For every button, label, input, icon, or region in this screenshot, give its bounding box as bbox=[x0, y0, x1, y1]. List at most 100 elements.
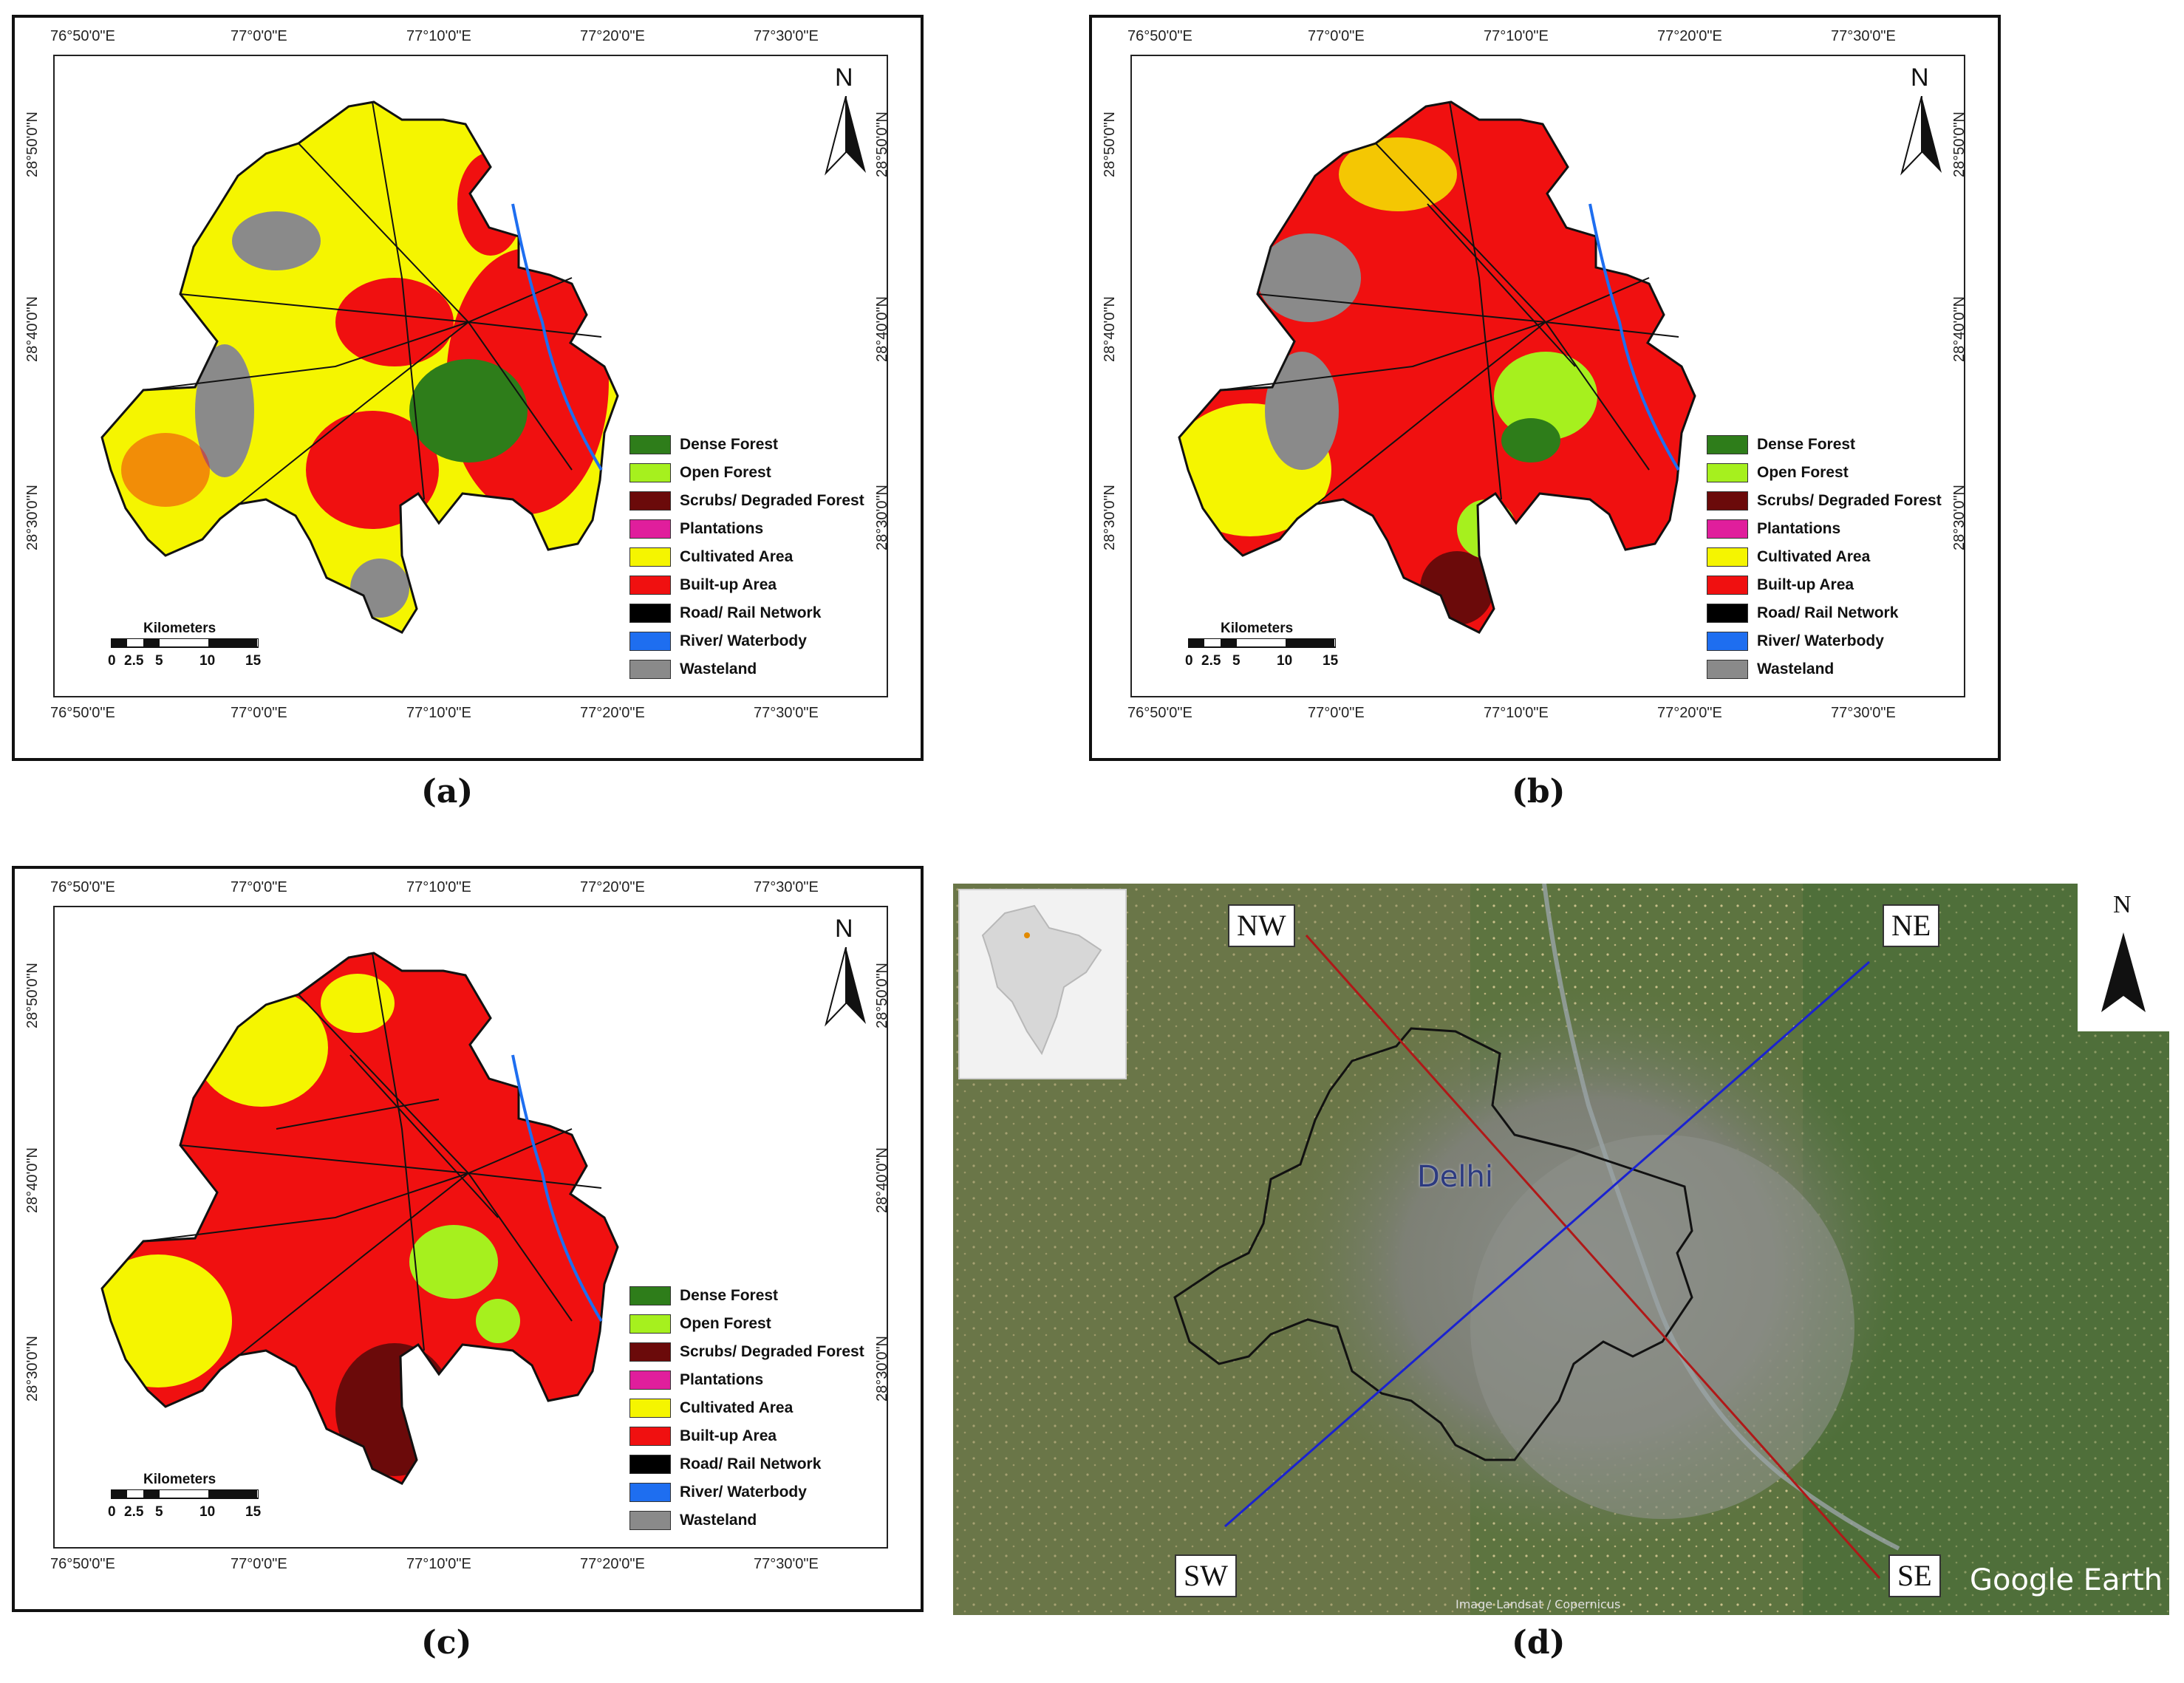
map-panel-b: 76°50'0"E 77°0'0"E 77°10'0"E 77°20'0"E 7… bbox=[1089, 15, 2001, 761]
lon-tick-bottom: 77°30'0"E bbox=[1831, 705, 1896, 721]
legend-swatch bbox=[629, 1370, 671, 1390]
legend: Dense Forest Open Forest Scrubs/ Degrade… bbox=[629, 433, 864, 681]
legend-swatch bbox=[1707, 604, 1748, 623]
scale-tick: 5 bbox=[1232, 653, 1241, 669]
lon-tick-top: 77°10'0"E bbox=[1484, 28, 1549, 44]
lon-tick-top: 77°0'0"E bbox=[231, 879, 287, 895]
legend-label: River/ Waterbody bbox=[680, 1484, 807, 1501]
legend-item: Cultivated Area bbox=[1707, 545, 1942, 569]
scale-bar: Kilometers 0 2.5 5 10 15 bbox=[108, 621, 262, 680]
legend-item: Plantations bbox=[1707, 517, 1942, 541]
legend-label: Cultivated Area bbox=[680, 548, 794, 565]
lon-tick-top: 76°50'0"E bbox=[50, 28, 115, 44]
north-arrow-icon bbox=[1900, 96, 1942, 176]
image-credit: Image Landsat / Copernicus bbox=[1456, 1597, 1621, 1611]
caption-c: (c) bbox=[421, 1624, 472, 1662]
legend-swatch bbox=[629, 463, 671, 482]
scale-bar: Kilometers 0 2.5 5 10 15 bbox=[108, 1472, 262, 1531]
lat-tick-left: 28°50'0"N bbox=[24, 112, 41, 177]
lat-tick-left: 28°30'0"N bbox=[24, 485, 41, 550]
legend-swatch bbox=[629, 1399, 671, 1418]
legend-swatch bbox=[629, 519, 671, 539]
map-panel-a: 76°50'0"E 77°0'0"E 77°10'0"E 77°20'0"E 7… bbox=[12, 15, 924, 761]
legend-label: Cultivated Area bbox=[1757, 548, 1871, 565]
legend-swatch bbox=[629, 1455, 671, 1474]
dir-label-se: SE bbox=[1888, 1554, 1941, 1597]
north-letter: N bbox=[835, 64, 853, 92]
scale-tick: 5 bbox=[155, 1504, 163, 1520]
legend-label: Wasteland bbox=[680, 1512, 757, 1529]
legend-label: Wasteland bbox=[1757, 660, 1835, 677]
lon-tick-bottom: 77°30'0"E bbox=[754, 1556, 819, 1572]
legend-label: Scrubs/ Degraded Forest bbox=[680, 492, 864, 509]
legend-item: Dense Forest bbox=[629, 433, 864, 457]
legend-swatch bbox=[629, 1511, 671, 1530]
scale-tick: 2.5 bbox=[1201, 653, 1221, 669]
lat-tick-left: 28°50'0"N bbox=[1101, 112, 1118, 177]
dir-label-sw: SW bbox=[1175, 1554, 1237, 1597]
north-arrow: N bbox=[820, 64, 872, 176]
legend-label: River/ Waterbody bbox=[680, 632, 807, 649]
lon-tick-bottom: 76°50'0"E bbox=[50, 1556, 115, 1572]
lon-tick-bottom: 77°20'0"E bbox=[580, 705, 645, 721]
lon-tick-top: 77°0'0"E bbox=[1308, 28, 1365, 44]
lon-tick-bottom: 77°0'0"E bbox=[231, 705, 287, 721]
north-letter: N bbox=[2113, 891, 2132, 918]
legend: Dense Forest Open Forest Scrubs/ Degrade… bbox=[629, 1284, 864, 1532]
north-arrow: N bbox=[820, 915, 872, 1027]
scale-title: Kilometers bbox=[143, 621, 216, 636]
scale-tick: 0 bbox=[108, 1504, 116, 1520]
legend-item: Dense Forest bbox=[1707, 433, 1942, 457]
scale-bar-graphic bbox=[111, 638, 259, 648]
legend-item: Wasteland bbox=[629, 658, 864, 681]
north-letter: N bbox=[1911, 64, 1929, 92]
lon-tick-bottom: 76°50'0"E bbox=[50, 705, 115, 721]
legend-swatch bbox=[629, 1342, 671, 1362]
legend-label: River/ Waterbody bbox=[1757, 632, 1884, 649]
legend-label: Dense Forest bbox=[680, 1287, 779, 1304]
legend-item: Built-up Area bbox=[1707, 573, 1942, 597]
map-frame bbox=[53, 906, 888, 1549]
legend-label: Built-up Area bbox=[680, 576, 777, 593]
legend-swatch bbox=[629, 1483, 671, 1502]
lat-tick-left: 28°30'0"N bbox=[24, 1336, 41, 1402]
legend-item: Plantations bbox=[629, 517, 864, 541]
satellite-image bbox=[953, 884, 2169, 1615]
lon-tick-top: 77°20'0"E bbox=[580, 879, 645, 895]
legend-item: Cultivated Area bbox=[629, 1396, 864, 1420]
scale-tick: 15 bbox=[1323, 653, 1339, 669]
lon-tick-bottom: 77°10'0"E bbox=[406, 705, 471, 721]
scale-title: Kilometers bbox=[143, 1472, 216, 1487]
scale-tick: 10 bbox=[199, 1504, 216, 1520]
lon-tick-bottom: 77°10'0"E bbox=[1484, 705, 1549, 721]
north-letter: N bbox=[835, 915, 853, 943]
legend-label: Plantations bbox=[1757, 520, 1841, 537]
map-frame bbox=[53, 55, 888, 697]
scale-tick: 15 bbox=[245, 653, 262, 669]
lon-tick-top: 77°30'0"E bbox=[1831, 28, 1896, 44]
dir-label-ne: NE bbox=[1883, 904, 1940, 947]
legend-swatch bbox=[629, 1286, 671, 1305]
legend-swatch bbox=[629, 660, 671, 679]
legend-swatch bbox=[629, 547, 671, 567]
legend-item: River/ Waterbody bbox=[629, 1481, 864, 1504]
delhi-landuse-map bbox=[100, 100, 619, 634]
legend-item: Wasteland bbox=[1707, 658, 1942, 681]
delhi-landuse-map bbox=[100, 952, 619, 1485]
legend-item: Road/ Rail Network bbox=[629, 1452, 864, 1476]
lat-tick-left: 28°40'0"N bbox=[24, 1147, 41, 1213]
legend-swatch bbox=[629, 632, 671, 651]
scale-tick: 15 bbox=[245, 1504, 262, 1520]
legend-swatch bbox=[1707, 435, 1748, 454]
scale-tick: 2.5 bbox=[124, 1504, 144, 1520]
legend-label: Plantations bbox=[680, 520, 764, 537]
legend-item: Plantations bbox=[629, 1368, 864, 1392]
lat-tick-left: 28°50'0"N bbox=[24, 963, 41, 1028]
legend-item: Scrubs/ Degraded Forest bbox=[629, 489, 864, 513]
map-panel-c: 76°50'0"E 77°0'0"E 77°10'0"E 77°20'0"E 7… bbox=[12, 866, 924, 1612]
map-frame bbox=[1130, 55, 1965, 697]
north-arrow-icon bbox=[825, 96, 866, 176]
legend-item: Open Forest bbox=[629, 461, 864, 485]
lon-tick-top: 77°10'0"E bbox=[406, 879, 471, 895]
lon-tick-top: 77°0'0"E bbox=[231, 28, 287, 44]
